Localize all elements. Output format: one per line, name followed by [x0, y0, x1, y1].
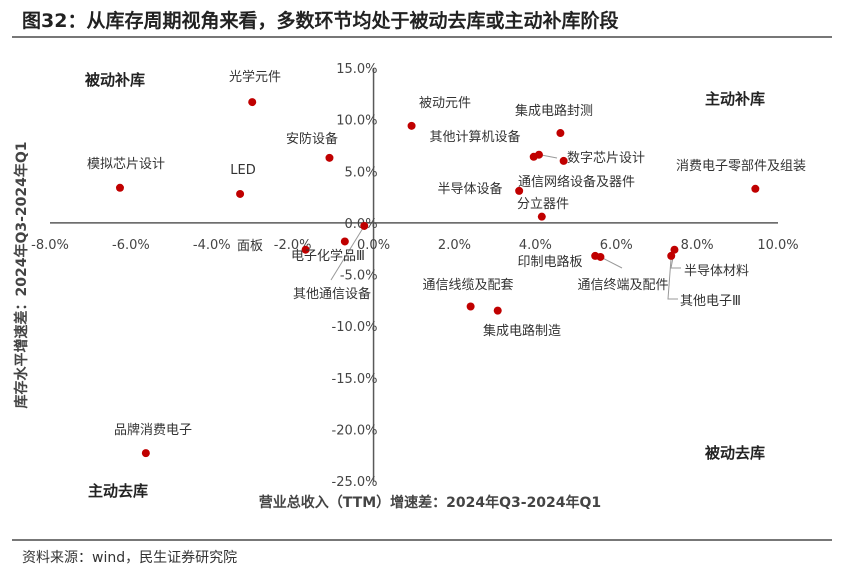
data-label: 半导体设备 — [437, 181, 502, 197]
y-axis-title: 库存水平增速差：2024年Q3-2024年Q1 — [13, 141, 30, 408]
x-tick-label: 8.0% — [681, 238, 714, 253]
leader-line — [330, 225, 365, 281]
y-tick-label: 10.0% — [336, 114, 377, 129]
data-point — [115, 183, 124, 192]
data-point — [493, 306, 502, 315]
data-label: 品牌消费电子 — [114, 422, 192, 438]
data-point — [407, 121, 416, 130]
x-axis-title: 营业总收入（TTM）增速差：2024年Q3-2024年Q1 — [259, 494, 601, 511]
data-point — [534, 150, 543, 159]
data-point — [515, 186, 524, 195]
data-label: 半导体材料 — [684, 264, 749, 279]
data-point — [466, 302, 475, 311]
data-label: 消费电子零部件及组装 — [676, 159, 806, 174]
quadrant-label-bottom-left: 主动去库 — [88, 482, 148, 500]
data-label: 通信网络设备及器件 — [518, 174, 635, 190]
data-label: LED — [230, 163, 255, 178]
data-label: 其他通信设备 — [293, 286, 371, 302]
data-point — [556, 129, 565, 138]
y-tick-label: -10.0% — [332, 320, 378, 335]
data-point — [360, 221, 369, 230]
data-point — [751, 184, 760, 193]
data-label: 其他计算机设备 — [429, 129, 520, 145]
data-label: 分立器件 — [517, 197, 569, 212]
x-tick-label: 0.0% — [357, 238, 390, 253]
data-point — [559, 156, 568, 165]
data-point — [340, 237, 349, 246]
data-label: 光学元件 — [229, 69, 281, 85]
figure-title: 图32：从库存周期视角来看，多数环节均处于被动去库或主动补库阶段 — [22, 10, 619, 32]
y-tick-label: -25.0% — [332, 475, 378, 490]
bottom-divider — [12, 539, 832, 541]
quadrant-label-top-left: 被动补库 — [85, 71, 145, 89]
data-point — [537, 212, 546, 221]
y-tick-label: 15.0% — [336, 62, 377, 77]
quadrant-label-bottom-right: 被动去库 — [705, 444, 765, 462]
data-point — [248, 98, 257, 107]
data-label: 印制电路板 — [517, 254, 582, 270]
x-tick-label: 2.0% — [438, 238, 471, 253]
data-label: 通信终端及配件 — [577, 277, 668, 293]
data-label: 集成电路制造 — [483, 323, 561, 339]
data-label: 其他电子Ⅲ — [680, 294, 741, 309]
data-point — [236, 189, 245, 198]
data-label: 数字芯片设计 — [567, 151, 645, 166]
data-label: 模拟芯片设计 — [87, 157, 165, 172]
y-tick-label: -15.0% — [332, 372, 378, 387]
x-tick-label: -8.0% — [31, 238, 69, 253]
y-tick-label: -20.0% — [332, 423, 378, 438]
leader-line — [667, 255, 678, 300]
x-tick-label: -4.0% — [193, 238, 231, 253]
leader-line — [600, 256, 623, 269]
data-label: 电子化学品Ⅲ — [291, 248, 365, 264]
data-label: 被动元件 — [419, 96, 471, 111]
quadrant-label-top-right: 主动补库 — [705, 90, 765, 108]
data-point — [596, 252, 605, 261]
data-label: 集成电路封测 — [515, 103, 593, 119]
data-point — [301, 245, 310, 254]
x-tick-label: 6.0% — [600, 238, 633, 253]
y-tick-label: -5.0% — [340, 269, 378, 284]
x-tick-label: 4.0% — [519, 238, 552, 253]
data-point — [325, 153, 334, 162]
y-tick-label: 5.0% — [345, 165, 378, 180]
x-tick-label: -6.0% — [112, 238, 150, 253]
data-label: 面板 — [237, 239, 263, 254]
data-label: 通信线缆及配套 — [422, 277, 513, 293]
top-divider — [12, 36, 832, 38]
data-point — [141, 449, 150, 458]
data-label: 安防设备 — [286, 131, 338, 147]
data-point — [670, 245, 679, 254]
x-tick-label: 10.0% — [757, 238, 798, 253]
data-point — [667, 251, 676, 260]
source-note: 资料来源：wind，民生证券研究院 — [22, 550, 238, 566]
